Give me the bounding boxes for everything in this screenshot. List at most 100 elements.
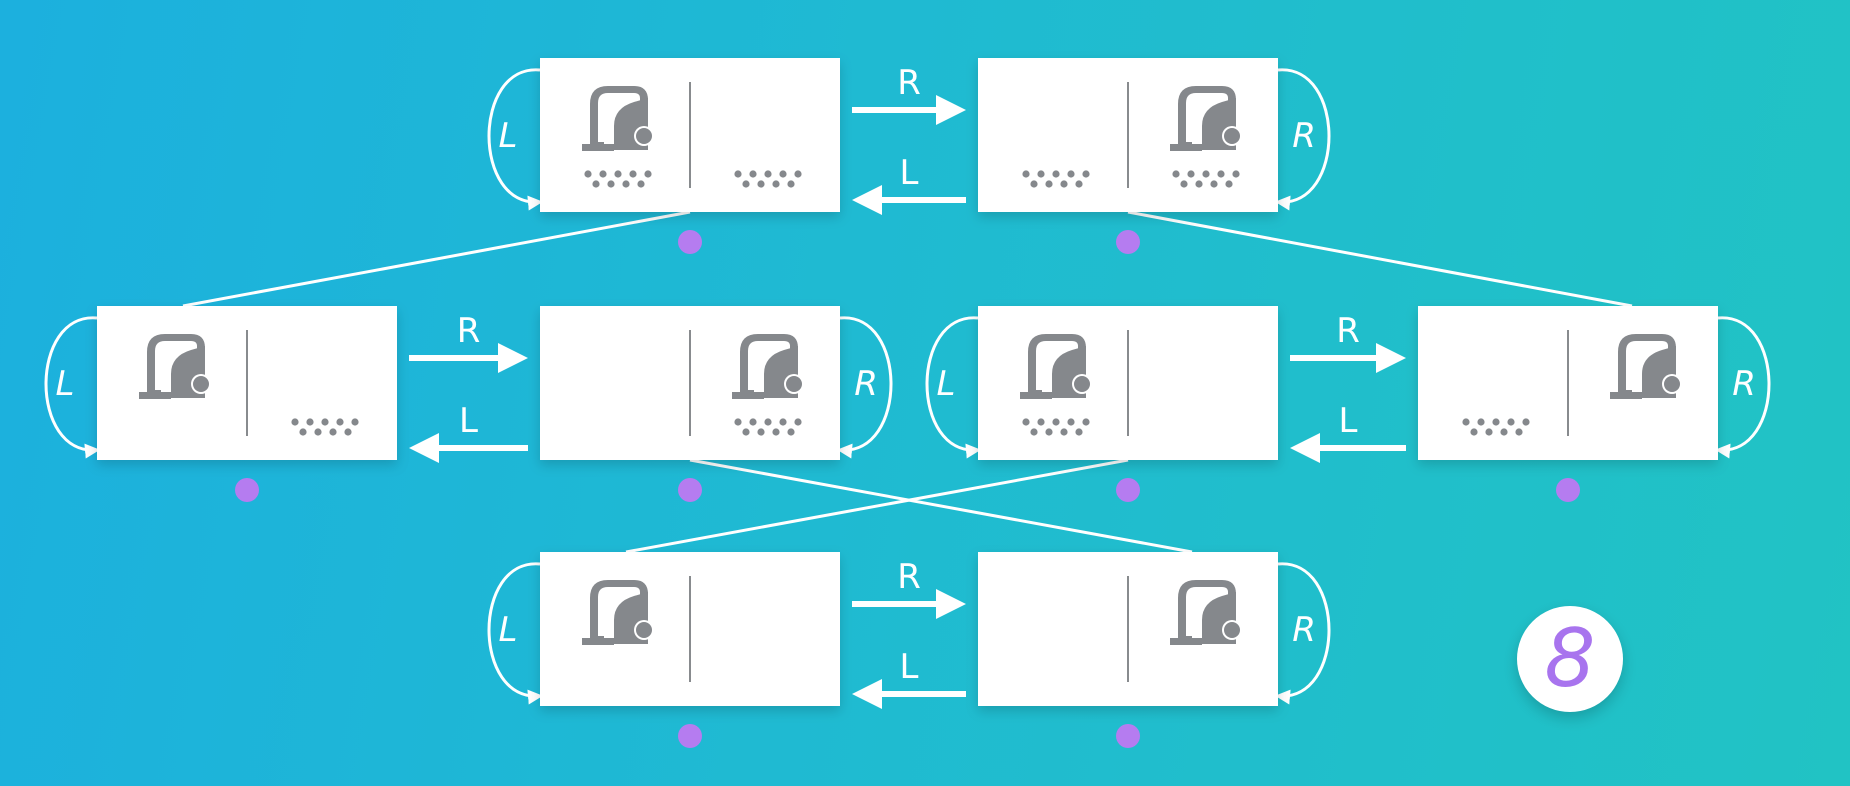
dirt-particle xyxy=(794,418,802,426)
dirt-left-room xyxy=(1462,418,1530,436)
vacuum-icon xyxy=(582,86,654,151)
dirt-left-room xyxy=(1022,170,1090,188)
self-loop-s2 xyxy=(1275,68,1331,211)
dirt-particle xyxy=(336,418,344,426)
transition-pair-s5-s6: RL xyxy=(1290,311,1406,463)
self-loop-s6 xyxy=(1715,316,1771,459)
dirt-particle xyxy=(1507,418,1515,426)
state-marker-dot xyxy=(678,478,702,502)
self-loop-label: L xyxy=(499,116,518,156)
dirt-left-room xyxy=(1022,418,1090,436)
transition-edge-s5-s7 xyxy=(625,458,1129,554)
dirt-particle xyxy=(1187,170,1195,178)
dirt-particle xyxy=(1052,418,1060,426)
self-loop-s1 xyxy=(487,68,543,211)
state-s8 xyxy=(978,552,1278,706)
dirt-particle xyxy=(321,418,329,426)
dirt-particle xyxy=(1195,180,1203,188)
self-loop-s5 xyxy=(925,316,981,459)
dirt-particle xyxy=(1180,180,1188,188)
state-s5 xyxy=(978,306,1278,460)
dirt-particle xyxy=(1030,180,1038,188)
dirt-particle xyxy=(1037,418,1045,426)
dirt-particle xyxy=(757,428,765,436)
vacuum-icon xyxy=(1170,580,1242,645)
self-loop-label: R xyxy=(854,364,878,404)
dirt-particle xyxy=(1067,418,1075,426)
vacuum-handle-shape xyxy=(740,334,798,398)
dirt-particle xyxy=(1202,170,1210,178)
right-arrow-head xyxy=(936,589,966,619)
vacuum-handle-shape xyxy=(1178,580,1236,644)
dirt-particle xyxy=(734,170,742,178)
dirt-particle xyxy=(779,170,787,178)
self-loop-label: L xyxy=(937,364,956,404)
dirt-right-room xyxy=(1172,170,1240,188)
dirt-particle xyxy=(1522,418,1530,426)
vacuum-icon xyxy=(732,334,804,399)
state-marker-dot xyxy=(678,230,702,254)
right-arrow-head xyxy=(498,343,528,373)
vacuum-nozzle xyxy=(732,392,764,399)
dirt-particle xyxy=(1060,428,1068,436)
vacuum-nozzle xyxy=(139,392,171,399)
dirt-right-room xyxy=(291,418,359,436)
transition-pair-s7-s8: RL xyxy=(852,557,966,709)
dirt-particle xyxy=(764,170,772,178)
self-loop-s4 xyxy=(837,316,893,459)
step-number-badge: 8 xyxy=(1517,606,1623,712)
dirt-particle xyxy=(1477,418,1485,426)
dirt-particle xyxy=(1500,428,1508,436)
vacuum-icon xyxy=(1610,334,1682,399)
left-arrow-label: L xyxy=(459,401,478,441)
dirt-particle xyxy=(1045,428,1053,436)
dirt-particle xyxy=(299,428,307,436)
dirt-particle xyxy=(1210,180,1218,188)
state-s2 xyxy=(978,58,1278,212)
dirt-particle xyxy=(734,418,742,426)
dirt-particle xyxy=(1060,180,1068,188)
dirt-particle xyxy=(1022,418,1030,426)
left-arrow-label: L xyxy=(900,647,919,687)
dirt-particle xyxy=(742,180,750,188)
state-marker-dot xyxy=(678,724,702,748)
dirt-particle xyxy=(592,180,600,188)
dirt-right-room xyxy=(734,170,802,188)
dirt-particle xyxy=(1217,170,1225,178)
vacuum-wheel xyxy=(193,376,209,392)
vacuum-icon xyxy=(139,334,211,399)
vacuum-icon xyxy=(582,580,654,645)
dirt-particle xyxy=(772,180,780,188)
vacuum-handle-shape xyxy=(1178,86,1236,150)
state-marker-dot xyxy=(235,478,259,502)
self-loop-label: R xyxy=(1732,364,1756,404)
transition-edge-s2-s6 xyxy=(1127,210,1633,308)
left-arrow-head xyxy=(409,433,439,463)
dirt-particle xyxy=(629,170,637,178)
dirt-particle xyxy=(622,180,630,188)
vacuum-nozzle xyxy=(1020,392,1052,399)
dirt-particle xyxy=(1045,180,1053,188)
dirt-particle xyxy=(1232,170,1240,178)
dirt-particle xyxy=(779,418,787,426)
dirt-particle xyxy=(1485,428,1493,436)
dirt-particle xyxy=(749,418,757,426)
vacuum-wheel xyxy=(786,376,802,392)
dirt-particle xyxy=(1462,418,1470,426)
dirt-particle xyxy=(794,170,802,178)
state-s4 xyxy=(540,306,840,460)
right-arrow-label: R xyxy=(1336,311,1360,351)
dirt-particle xyxy=(749,170,757,178)
self-loop-label: L xyxy=(56,364,75,404)
left-arrow-label: L xyxy=(1339,401,1358,441)
dirt-particle xyxy=(1515,428,1523,436)
dirt-particle xyxy=(644,170,652,178)
right-arrow-head xyxy=(1376,343,1406,373)
vacuum-handle-shape xyxy=(147,334,205,398)
dirt-particle xyxy=(344,428,352,436)
vacuum-icon xyxy=(1020,334,1092,399)
transition-pair-s3-s4: RL xyxy=(409,311,528,463)
state-s3 xyxy=(97,306,397,460)
